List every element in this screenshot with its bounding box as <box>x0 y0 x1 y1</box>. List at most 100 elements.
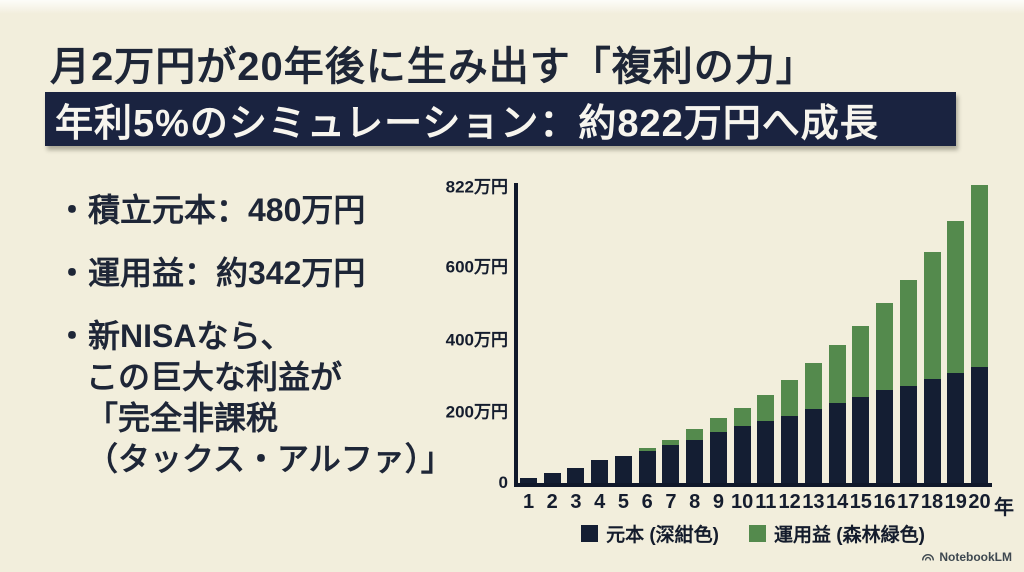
bar-segment-principal <box>828 403 846 483</box>
x-axis-tick-label: 17 <box>897 491 920 513</box>
x-axis-tick-label: 14 <box>825 491 849 513</box>
subtitle-banner: 年利5%のシミュレーション：約822万円へ成長 <box>45 92 956 146</box>
bar-segment-principal <box>614 456 632 483</box>
bar-segment-principal <box>947 373 965 483</box>
top-edge-fade <box>0 0 1024 14</box>
bar-segment-principal <box>567 468 585 483</box>
bullet-line: （タックス・アルファ）」 <box>86 441 453 477</box>
watermark: NotebookLM <box>921 550 1012 564</box>
bar-segment-principal <box>971 367 988 483</box>
bar-segment-gain <box>781 380 799 416</box>
x-axis-tick-label: 16 <box>873 491 896 513</box>
bar-segment-gain <box>733 408 751 426</box>
bullet-line: ・運用益：約342万円 <box>56 255 366 291</box>
x-axis-tick-label: 5 <box>617 491 629 513</box>
legend-label: 運用益 (森林緑色) <box>774 525 925 546</box>
bar-segment-gain <box>899 280 917 386</box>
stacked-bar-year-9 <box>709 418 727 483</box>
stacked-bar-year-13 <box>804 363 822 483</box>
stacked-bar-year-3 <box>567 468 585 483</box>
x-axis-unit-label: 年 <box>994 497 1014 519</box>
stacked-bar-year-12 <box>781 380 799 483</box>
bar-segment-gain <box>828 345 846 403</box>
y-axis-line <box>514 183 518 487</box>
bar-segment-gain <box>971 185 988 367</box>
stacked-bar-year-20 <box>971 185 988 483</box>
x-axis-line <box>514 483 992 487</box>
bar-segment-gain <box>686 429 704 440</box>
stacked-bar-year-11 <box>757 395 775 483</box>
bar-segment-principal <box>876 390 894 483</box>
bar-segment-principal <box>520 478 537 483</box>
stacked-bar-year-18 <box>923 252 941 483</box>
x-axis-tick-label: 12 <box>778 491 801 513</box>
bar-segment-principal <box>638 451 656 483</box>
bar-segment-principal <box>591 460 609 483</box>
bar-segment-principal <box>662 445 680 483</box>
x-axis-tick-label: 8 <box>689 491 701 513</box>
legend-swatch-icon <box>749 525 766 542</box>
x-axis-tick-label: 13 <box>802 491 825 513</box>
legend-item-principal: 元本 (深紺色) <box>581 520 719 547</box>
bar-segment-gain <box>757 395 775 421</box>
bar-segment-principal <box>899 386 917 483</box>
x-axis-tick-label: 11 <box>755 491 777 513</box>
x-axis-tick-label: 3 <box>570 491 582 513</box>
bar-segment-principal <box>757 421 775 483</box>
bar-segment-gain <box>947 221 965 373</box>
bar-segment-gain <box>804 363 822 409</box>
watermark-label: NotebookLM <box>939 550 1012 564</box>
bar-segment-gain <box>852 326 870 397</box>
stacked-bar-year-17 <box>899 280 917 483</box>
bullet-line: 「完全非課税 <box>86 400 279 436</box>
page-title: 月2万円が20年後に生み出す「複利の力」 <box>50 45 817 89</box>
legend-label: 元本 (深紺色) <box>606 525 719 546</box>
bullet-line: ・積立元本：480万円 <box>56 192 366 228</box>
x-axis-tick-label: 7 <box>665 491 677 513</box>
stacked-bar-year-14 <box>828 345 846 483</box>
x-axis-tick-label: 4 <box>594 491 606 513</box>
bullet-line: この巨大な利益が <box>86 359 343 395</box>
x-axis-tick-label: 20 <box>968 491 991 513</box>
stacked-bar-year-4 <box>591 460 609 483</box>
bar-segment-principal <box>733 426 751 483</box>
stacked-bar-year-7 <box>662 440 680 483</box>
bar-segment-principal <box>781 416 799 483</box>
bullet-line: ・新NISAなら、 <box>56 318 293 354</box>
stacked-bar-year-19 <box>947 221 965 483</box>
bar-segment-principal <box>923 379 941 483</box>
stacked-bar-year-2 <box>543 473 561 483</box>
stacked-bar-year-8 <box>686 429 704 483</box>
bar-segment-gain <box>876 303 894 390</box>
bar-segment-principal <box>686 440 704 483</box>
legend-swatch-icon <box>581 525 599 542</box>
bar-segment-principal <box>543 473 561 483</box>
bar-segment-gain <box>923 252 941 379</box>
bar-segment-gain <box>638 448 656 451</box>
stacked-bar-year-16 <box>876 303 894 483</box>
bar-segment-principal <box>709 432 727 483</box>
stacked-bar-year-6 <box>638 448 656 483</box>
chart-legend: 元本 (深紺色) 運用益 (森林緑色) <box>514 520 992 547</box>
x-axis-tick-label: 19 <box>944 491 967 513</box>
bar-segment-gain <box>709 418 727 432</box>
subtitle-text: 年利5%のシミュレーション：約822万円へ成長 <box>55 102 879 145</box>
stacked-bar-year-1 <box>520 478 537 483</box>
x-axis-tick-label: 1 <box>522 491 535 513</box>
bar-segment-principal <box>852 397 870 483</box>
x-axis-tick-label: 10 <box>731 491 754 513</box>
bar-segment-principal <box>804 409 822 483</box>
notebooklm-logo-icon <box>922 554 935 561</box>
bullet-item-3: ・新NISAなら、この巨大な利益が 「完全非課税 （タックス・アルファ）」 <box>56 316 496 480</box>
x-axis-tick-label: 15 <box>849 491 872 513</box>
bullet-list: ・積立元本：480万円 ・運用益：約342万円 ・新NISAなら、この巨大な利益が「… <box>56 190 496 502</box>
x-axis-tick-label: 18 <box>920 491 944 513</box>
stacked-bar-year-10 <box>733 408 751 483</box>
stacked-bar-year-5 <box>614 456 632 483</box>
x-axis-tick-label: 9 <box>712 491 724 513</box>
legend-item-gain: 運用益 (森林緑色) <box>749 520 925 547</box>
bullet-item-1: ・積立元本：480万円 <box>56 190 496 231</box>
x-axis-tick-label: 6 <box>641 491 653 513</box>
x-axis-tick-label: 2 <box>546 491 558 513</box>
